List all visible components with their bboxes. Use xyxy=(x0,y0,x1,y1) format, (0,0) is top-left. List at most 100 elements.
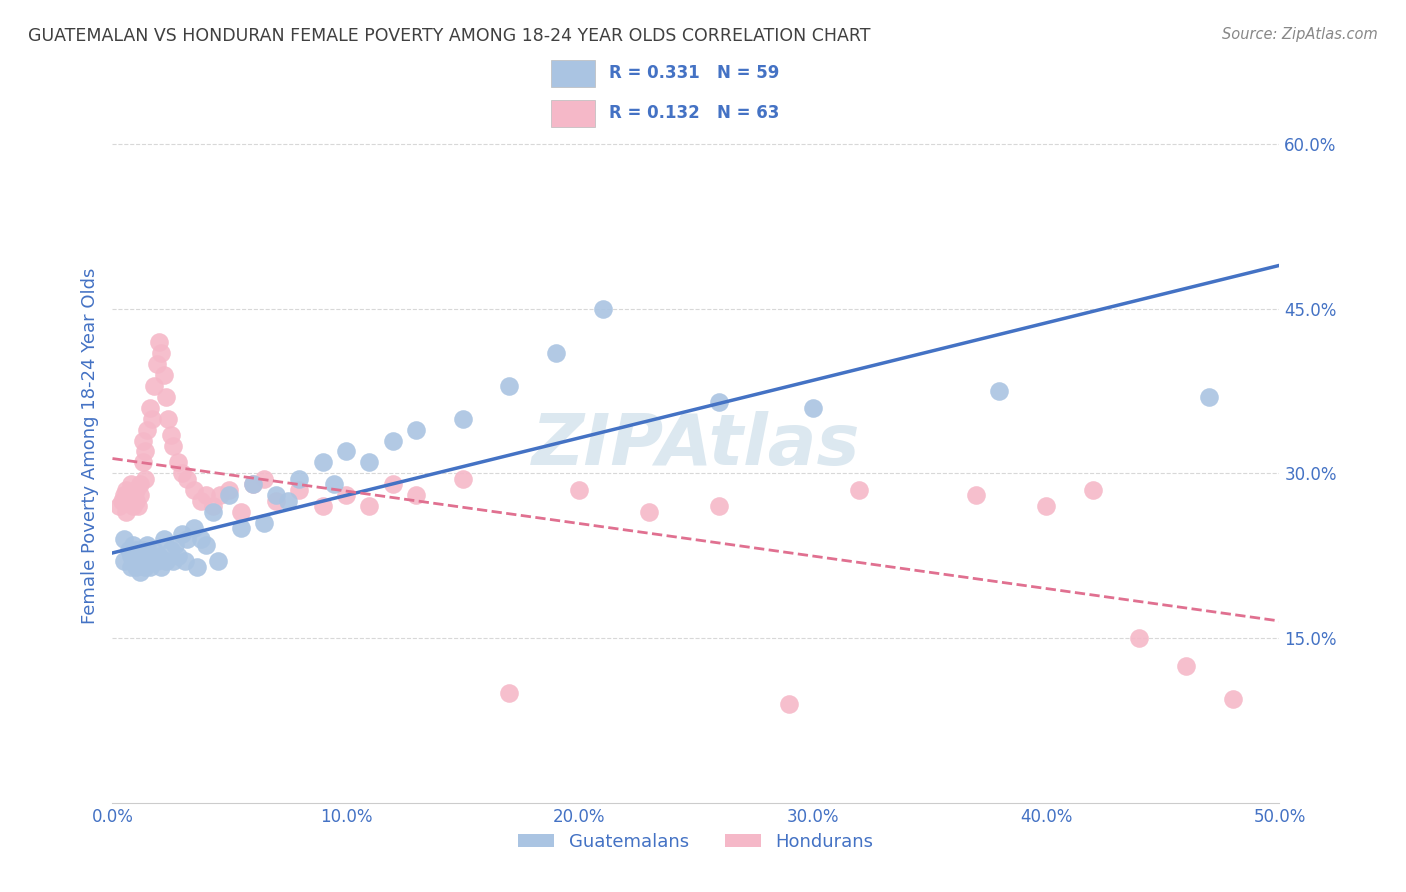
Point xyxy=(253,472,276,486)
Legend: Guatemalans, Hondurans: Guatemalans, Hondurans xyxy=(510,826,882,858)
Point xyxy=(709,500,731,514)
Point xyxy=(451,472,474,486)
Point xyxy=(288,472,311,486)
Point xyxy=(143,378,166,392)
Point xyxy=(498,378,520,392)
Point xyxy=(108,500,131,514)
Point xyxy=(132,554,155,568)
Point xyxy=(568,483,591,497)
Point xyxy=(778,697,800,711)
Point xyxy=(208,488,231,502)
Point xyxy=(183,483,205,497)
FancyBboxPatch shape xyxy=(551,60,595,87)
Point xyxy=(139,401,162,415)
Point xyxy=(253,516,276,530)
Point xyxy=(134,472,156,486)
Point xyxy=(155,554,177,568)
Point xyxy=(112,533,135,547)
Point xyxy=(311,500,333,514)
Point xyxy=(288,483,311,497)
Point xyxy=(264,494,287,508)
Point xyxy=(166,455,188,469)
Point xyxy=(848,483,870,497)
Point xyxy=(183,521,205,535)
Point xyxy=(122,488,145,502)
Point xyxy=(125,483,148,497)
Point xyxy=(132,434,155,448)
Point xyxy=(381,434,404,448)
Point xyxy=(592,301,614,316)
Point xyxy=(112,488,135,502)
Point xyxy=(264,488,287,502)
Point xyxy=(194,538,217,552)
Point xyxy=(801,401,824,415)
Text: ZIPAtlas: ZIPAtlas xyxy=(531,411,860,481)
Y-axis label: Female Poverty Among 18-24 Year Olds: Female Poverty Among 18-24 Year Olds xyxy=(80,268,98,624)
Point xyxy=(125,543,148,558)
Point xyxy=(148,334,170,349)
Text: R = 0.331   N = 59: R = 0.331 N = 59 xyxy=(609,64,779,82)
Point xyxy=(153,368,176,382)
Point xyxy=(139,554,162,568)
Point xyxy=(405,488,427,502)
Point xyxy=(451,411,474,425)
Point xyxy=(150,559,173,574)
Point xyxy=(118,494,141,508)
Point xyxy=(160,543,183,558)
Point xyxy=(160,428,183,442)
Text: GUATEMALAN VS HONDURAN FEMALE POVERTY AMONG 18-24 YEAR OLDS CORRELATION CHART: GUATEMALAN VS HONDURAN FEMALE POVERTY AM… xyxy=(28,27,870,45)
Point xyxy=(201,505,224,519)
Point xyxy=(115,483,138,497)
Point xyxy=(120,549,142,563)
Point xyxy=(359,500,381,514)
Point xyxy=(122,500,145,514)
Point xyxy=(229,521,252,535)
Point xyxy=(498,686,520,700)
Point xyxy=(125,494,148,508)
Point xyxy=(134,559,156,574)
Point xyxy=(186,559,208,574)
Point xyxy=(162,439,184,453)
Point xyxy=(125,559,148,574)
Point xyxy=(148,549,170,563)
Point xyxy=(139,559,162,574)
Point xyxy=(129,477,152,491)
Point xyxy=(127,500,149,514)
Point xyxy=(146,357,169,371)
Point xyxy=(122,538,145,552)
Point xyxy=(127,549,149,563)
Point xyxy=(335,488,357,502)
Point xyxy=(143,543,166,558)
Point xyxy=(111,494,134,508)
Point xyxy=(136,423,159,437)
Point xyxy=(166,549,188,563)
Point xyxy=(1128,631,1150,645)
Point xyxy=(709,395,731,409)
Point xyxy=(218,483,240,497)
Point xyxy=(162,554,184,568)
Point xyxy=(242,477,264,491)
Point xyxy=(405,423,427,437)
Point xyxy=(335,444,357,458)
Point xyxy=(141,411,163,425)
Point xyxy=(118,543,141,558)
Text: R = 0.132   N = 63: R = 0.132 N = 63 xyxy=(609,104,779,122)
Point xyxy=(638,505,661,519)
Point xyxy=(229,505,252,519)
Point xyxy=(132,543,155,558)
Point xyxy=(544,345,567,359)
Point xyxy=(218,488,240,502)
Point xyxy=(276,494,298,508)
Point xyxy=(125,554,148,568)
Point xyxy=(194,488,217,502)
Point xyxy=(136,538,159,552)
Point xyxy=(207,554,229,568)
Point xyxy=(190,494,212,508)
Point xyxy=(129,488,152,502)
Text: Source: ZipAtlas.com: Source: ZipAtlas.com xyxy=(1222,27,1378,42)
Point xyxy=(988,384,1011,398)
Point xyxy=(141,549,163,563)
Point xyxy=(242,477,264,491)
Point xyxy=(1081,483,1104,497)
Point xyxy=(176,472,198,486)
